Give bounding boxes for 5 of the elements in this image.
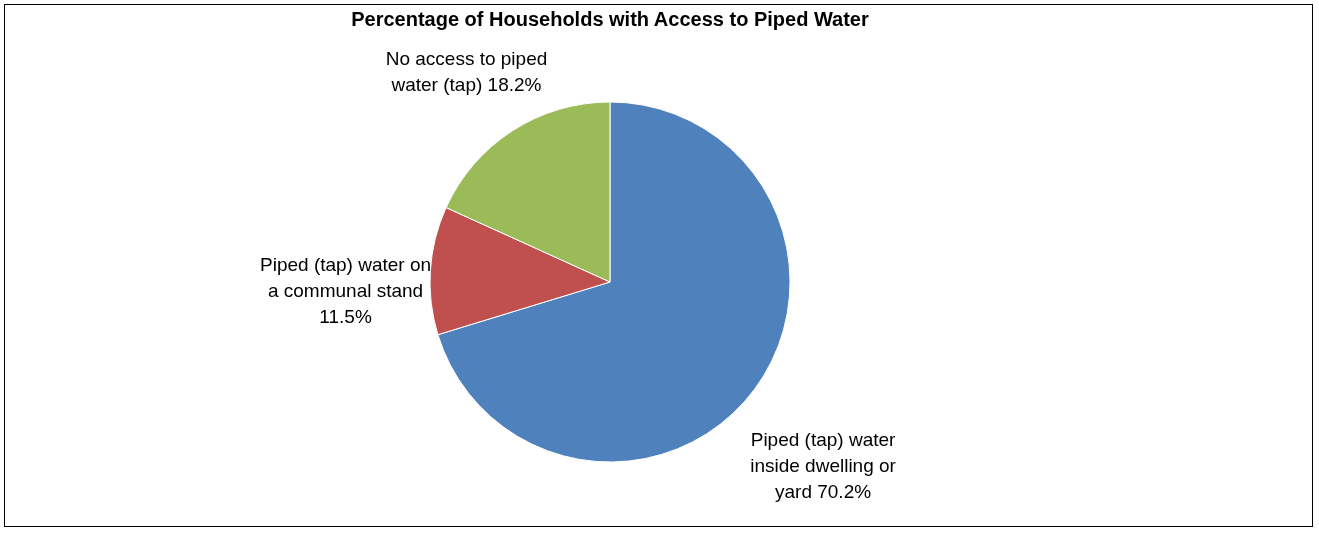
- slice-label: Piped (tap) water inside dwelling or yard 70.2%: [750, 428, 897, 502]
- data-label: 11.5%: [319, 305, 372, 327]
- slice-label: Piped (tap) water on a communal stand: [260, 253, 432, 301]
- chart-title: Percentage of Households with Access to Piped Water: [351, 8, 869, 31]
- slice-label: No access to piped water (tap) 18.2%: [385, 48, 548, 96]
